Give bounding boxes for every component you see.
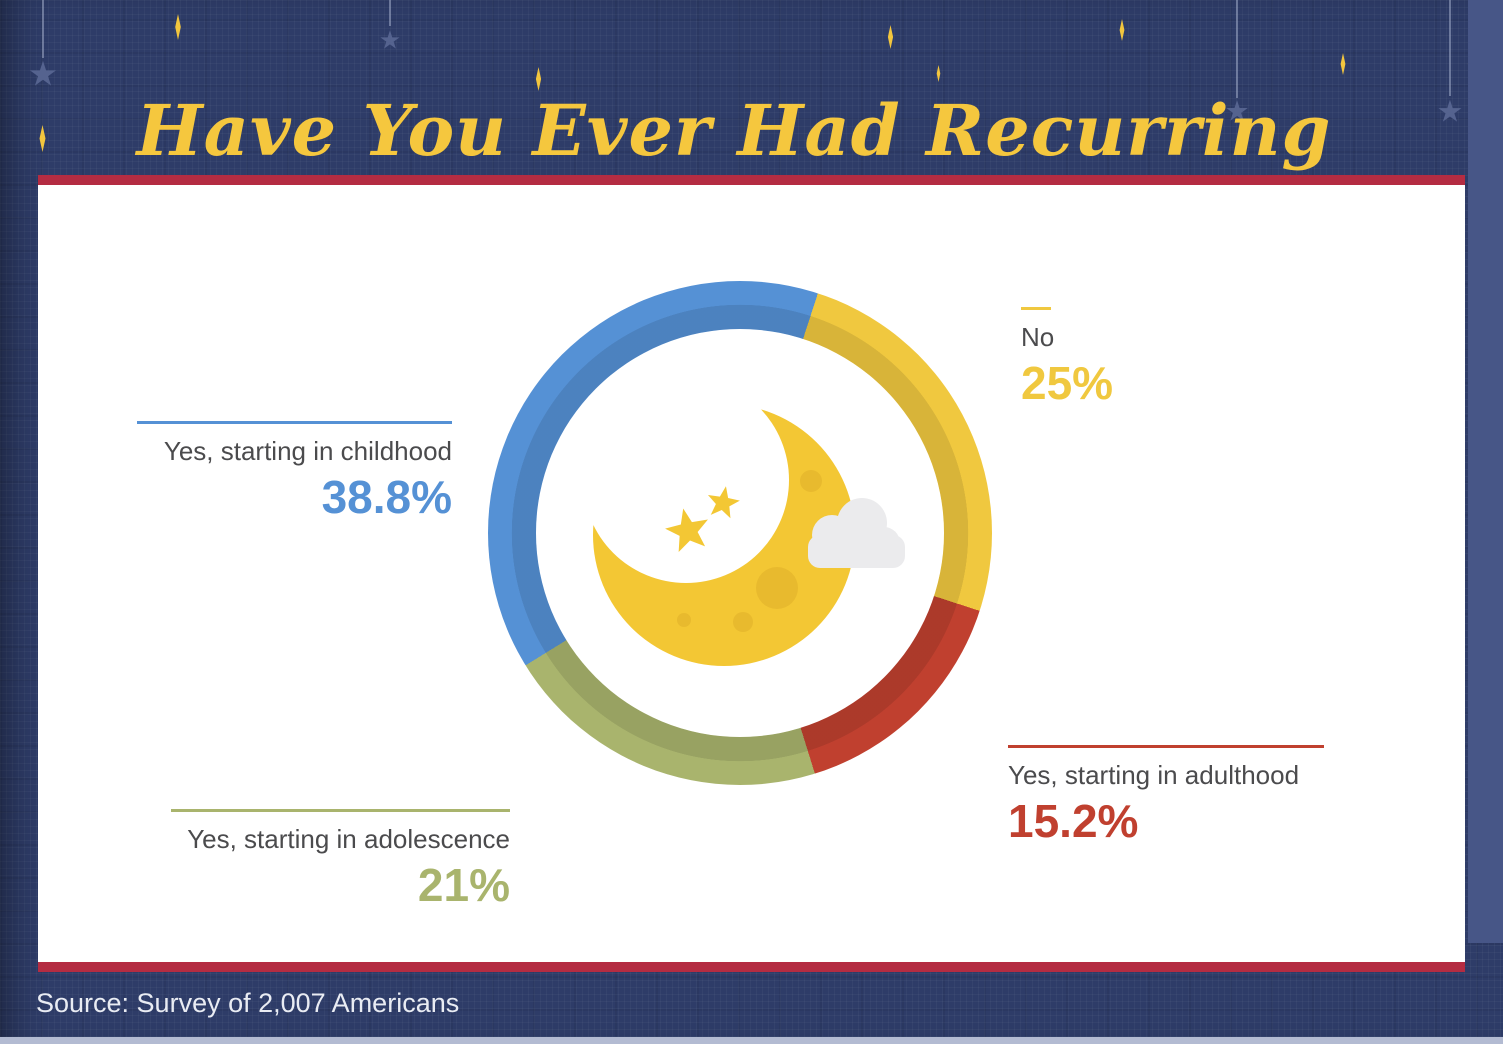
callout-value: 21% bbox=[417, 859, 510, 911]
callout-label: Yes, starting in childhood bbox=[163, 436, 452, 466]
top-accent-bar bbox=[38, 175, 1465, 185]
moon-crater bbox=[733, 612, 753, 632]
callout-label: Yes, starting in adolescence bbox=[187, 824, 510, 854]
callout-label: No bbox=[1021, 322, 1055, 352]
callout-line bbox=[137, 421, 452, 424]
hanging-star-icon: ★ bbox=[378, 26, 402, 55]
star-string bbox=[42, 0, 44, 58]
star-string bbox=[389, 0, 391, 26]
callout-adolescence: Yes, starting in adolescence 21% bbox=[171, 809, 510, 910]
star-icon bbox=[665, 508, 708, 553]
moon-illustration bbox=[583, 398, 905, 666]
hanging-star-icon: ★ bbox=[1224, 95, 1250, 127]
star-string bbox=[1449, 0, 1451, 96]
right-edge-strip bbox=[1468, 0, 1503, 943]
sparkle-icon bbox=[1340, 53, 1346, 75]
bottom-edge-strip bbox=[0, 1037, 1503, 1044]
bottom-accent-bar bbox=[38, 962, 1465, 972]
callout-line bbox=[1021, 307, 1051, 310]
callout-label: Yes, starting in adulthood bbox=[1008, 760, 1300, 790]
callout-value: 38.8% bbox=[321, 471, 452, 523]
callout-value: 25% bbox=[1021, 357, 1114, 409]
moon-crater bbox=[677, 613, 691, 627]
sparkle-icon bbox=[39, 125, 46, 152]
hanging-star-icon: ★ bbox=[1436, 95, 1464, 129]
callout-no: No 25% bbox=[1021, 307, 1241, 408]
sparkle-icon bbox=[535, 67, 542, 91]
sparkle-icon bbox=[936, 65, 941, 82]
sparkle-icon bbox=[175, 14, 181, 40]
sparkle-icon bbox=[1119, 19, 1125, 41]
cloud-icon bbox=[808, 498, 905, 568]
moon-crater bbox=[756, 567, 798, 609]
callout-line bbox=[171, 809, 510, 812]
source-caption: Source: Survey of 2,007 Americans bbox=[36, 988, 460, 1018]
callout-value: 15.2% bbox=[1008, 795, 1139, 847]
hanging-star-icon: ★ bbox=[27, 55, 59, 94]
sparkle-icon bbox=[887, 25, 894, 49]
callout-line bbox=[1008, 745, 1324, 748]
callout-childhood: Yes, starting in childhood 38.8% bbox=[137, 421, 452, 522]
moon-cutout bbox=[583, 398, 789, 583]
star-string bbox=[1236, 0, 1238, 98]
star-icon bbox=[707, 486, 740, 519]
moon-crater bbox=[800, 470, 822, 492]
callout-adulthood: Yes, starting in adulthood 15.2% bbox=[1008, 745, 1324, 846]
